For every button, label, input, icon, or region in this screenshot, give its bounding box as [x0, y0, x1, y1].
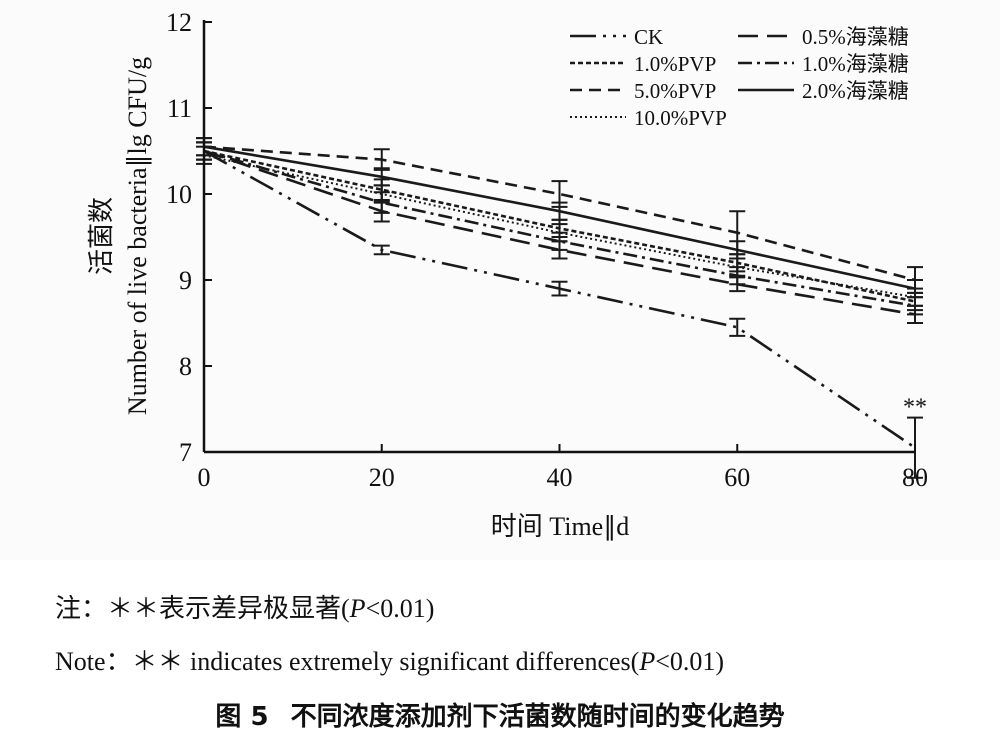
- chart-area: 0 20 40 60 80 7 8 9 10 11 12 CK 1.0%PVP 5.0%PVP 10.0%…: [87, 8, 928, 541]
- legend-item: 5.0%PVP: [570, 79, 716, 103]
- legend-label: 5.0%PVP: [634, 79, 716, 103]
- figure-caption: 图 5 不同浓度添加剂下活菌数随时间的变化趋势: [0, 696, 1000, 733]
- error-bar: [373, 184, 390, 204]
- error-bar: [551, 201, 568, 221]
- x-tick-label: 0: [198, 463, 211, 492]
- series-line: [203, 154, 916, 299]
- x-tick-label: 20: [369, 463, 395, 492]
- error-bar: [729, 317, 746, 337]
- y-tick-label: 8: [179, 352, 192, 381]
- note-cn-prefix: 注：＊＊表示差异极显著(: [55, 594, 350, 623]
- y-axis-title-en: Number of live bacteria∥lg CFU/g: [123, 57, 152, 415]
- error-bar: [907, 287, 923, 307]
- x-tick-label: 80: [902, 463, 928, 492]
- note-en-p: P: [639, 647, 656, 676]
- legend-item: 10.0%PVP: [570, 106, 727, 130]
- note-en-suffix: <0.01): [655, 647, 725, 676]
- note-en-prefix: Note：＊＊ indicates extremely significant …: [55, 647, 640, 676]
- legend-item: 1.0%海藻糖: [738, 52, 909, 76]
- legend-item: 0.5%海藻糖: [738, 25, 909, 49]
- y-tick-label: 7: [179, 438, 192, 467]
- legend-label: 1.0%海藻糖: [802, 52, 909, 76]
- legend-item: 1.0%PVP: [570, 52, 716, 76]
- legend-label: 10.0%PVP: [634, 106, 727, 130]
- y-tick-label: 11: [167, 94, 192, 123]
- error-bar: [551, 223, 568, 243]
- note-cn-suffix: <0.01): [365, 594, 435, 623]
- legend-label: 2.0%海藻糖: [802, 79, 909, 103]
- line-chart: 0 20 40 60 80 7 8 9 10 11 12 CK 1.0%PVP 5.0%PVP 10.0%…: [87, 8, 928, 541]
- series-line: [203, 149, 916, 316]
- y-axis-title-cn: 活菌数: [87, 197, 116, 275]
- y-tick-label: 9: [179, 266, 192, 295]
- y-tick-label: 12: [166, 8, 192, 37]
- figure-title: 不同浓度添加剂下活菌数随时间的变化趋势: [290, 702, 785, 732]
- significance-annotation: **: [903, 395, 927, 421]
- note-chinese: 注：＊＊表示差异极显著(P<0.01): [55, 588, 434, 625]
- note-cn-p: P: [349, 594, 366, 623]
- legend-label: 1.0%PVP: [634, 52, 716, 76]
- legend-label: CK: [634, 25, 663, 49]
- figure-number: 图 5: [215, 702, 269, 732]
- x-tick-label: 40: [547, 463, 573, 492]
- error-bar: [551, 280, 568, 297]
- error-bar: [373, 244, 390, 256]
- y-tick-label: 10: [166, 180, 192, 209]
- error-bar: [729, 257, 746, 277]
- x-tick-label: 60: [724, 463, 750, 492]
- legend-item: 2.0%海藻糖: [738, 79, 909, 103]
- series-line: [203, 145, 916, 282]
- note-english: Note：＊＊ indicates extremely significant …: [55, 641, 724, 678]
- legend-item: CK: [570, 25, 663, 49]
- x-axis-title: 时间 Time∥d: [491, 512, 629, 541]
- legend-label: 0.5%海藻糖: [802, 25, 909, 49]
